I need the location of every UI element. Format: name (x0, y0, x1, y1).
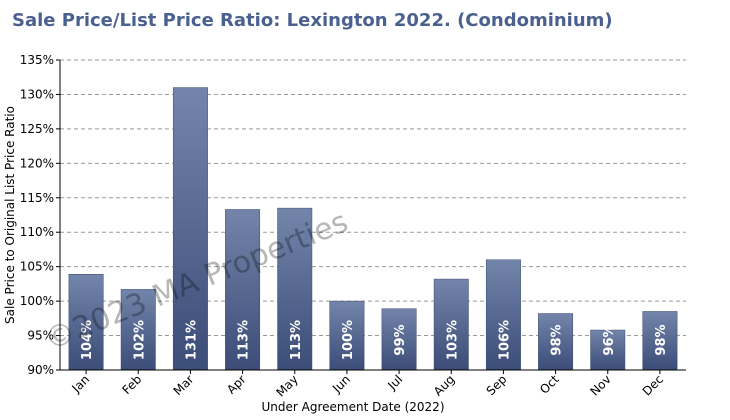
x-tick-label: Aug (431, 372, 457, 398)
bar-value-label: 103% (445, 320, 460, 360)
bar-value-label: 106% (497, 320, 512, 360)
y-axis-title: Sale Price to Original List Price Ratio (3, 106, 17, 324)
bar-value-label: 100% (341, 320, 356, 360)
x-tick-label: May (273, 372, 300, 399)
y-tick-label: 110% (20, 225, 54, 239)
x-axis-title: Under Agreement Date (2022) (262, 400, 445, 414)
y-tick-label: 90% (27, 363, 54, 377)
bar-oct (538, 313, 574, 371)
bar-value-label: 99% (393, 324, 408, 355)
bar-aug (433, 278, 469, 371)
x-tick-label: Jul (384, 372, 405, 393)
y-tick-label: 135% (20, 53, 54, 67)
bar-value-label: 113% (237, 320, 252, 360)
x-tick-label: Dec (640, 372, 666, 398)
x-tick-label: Nov (587, 372, 613, 398)
y-tick-label: 105% (20, 260, 54, 274)
bar-value-label: 98% (550, 324, 565, 355)
x-tick-label: Mar (171, 372, 197, 398)
y-tick-label: 100% (20, 294, 54, 308)
x-tick-label: Sep (484, 372, 510, 398)
bar-dec (642, 311, 678, 371)
bar-feb (120, 289, 156, 371)
bar-value-label: 104% (80, 320, 95, 360)
y-tick-label: 95% (27, 329, 54, 343)
y-tick-label: 130% (20, 87, 54, 101)
x-tick-label: Apr (224, 372, 249, 397)
x-tick-label: Jan (69, 372, 93, 396)
bar-value-label: 102% (132, 320, 147, 360)
bar-nov (590, 329, 626, 371)
bar-value-label: 98% (654, 324, 669, 355)
bar-value-label: 96% (602, 324, 617, 355)
chart-title: Sale Price/List Price Ratio: Lexington 2… (12, 10, 613, 31)
bar-jan (68, 273, 104, 371)
y-tick-label: 125% (20, 122, 54, 136)
bar-jul (381, 308, 417, 371)
x-tick-label: Feb (119, 372, 144, 397)
bar-value-label: 113% (289, 320, 304, 360)
bar-value-label: 131% (184, 320, 199, 360)
y-tick-label: 120% (20, 156, 54, 170)
x-tick-label: Jun (329, 372, 353, 396)
y-tick-label: 115% (20, 191, 54, 205)
x-tick-label: Oct (537, 372, 562, 397)
bar-sep (485, 259, 521, 371)
